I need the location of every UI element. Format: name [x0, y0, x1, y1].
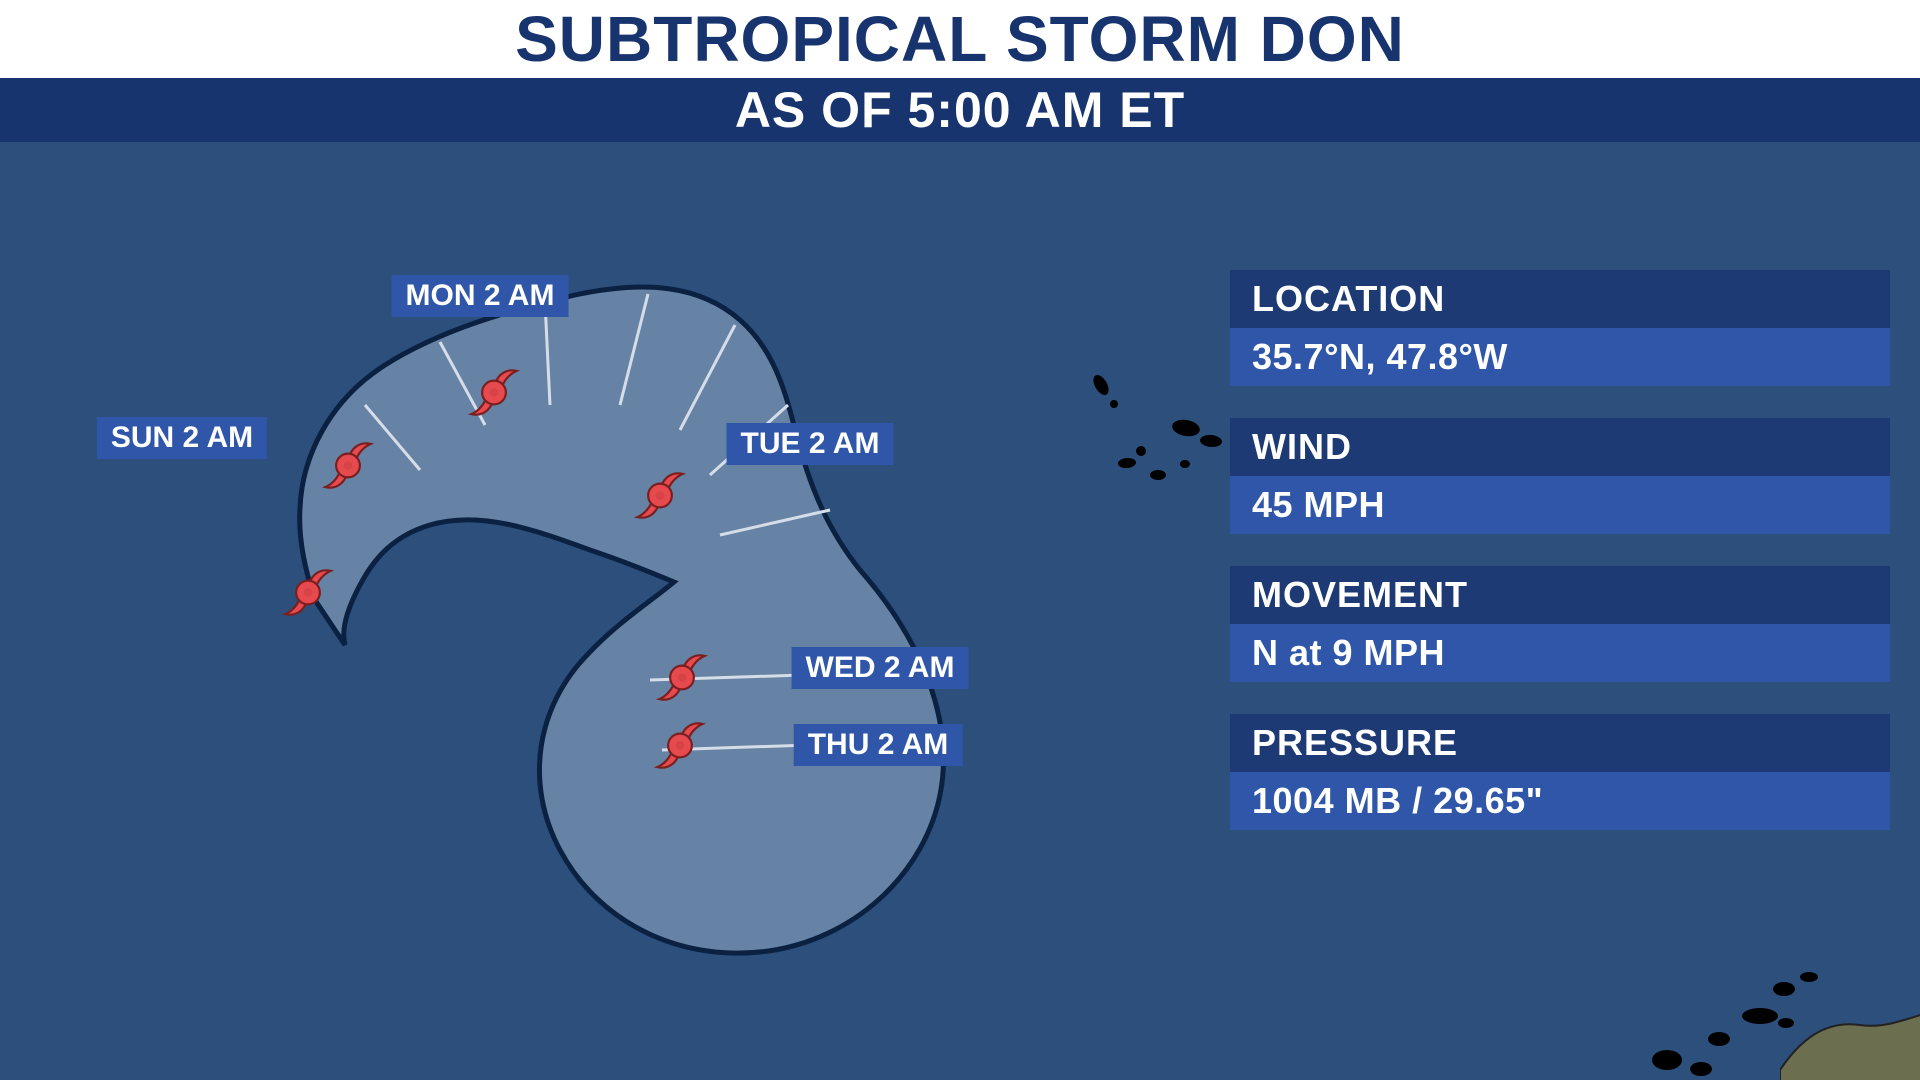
title-sub-wrap: AS OF 5:00 AM ET: [0, 78, 1920, 142]
info-value: 1004 MB / 29.65": [1230, 772, 1890, 830]
info-block: PRESSURE1004 MB / 29.65": [1230, 714, 1890, 830]
island-dot: [1180, 460, 1190, 468]
storm-position-icon: [653, 719, 707, 778]
info-value: N at 9 MPH: [1230, 624, 1890, 682]
cone-path: [300, 287, 944, 953]
island-dot: [1110, 400, 1118, 408]
info-label: PRESSURE: [1230, 714, 1890, 772]
island-dot: [1778, 1018, 1794, 1028]
info-label: MOVEMENT: [1230, 566, 1890, 624]
title-top-wrap: SUBTROPICAL STORM DON: [0, 0, 1920, 78]
forecast-time-label: THU 2 AM: [794, 724, 963, 766]
storm-position-icon: [655, 651, 709, 710]
storm-position-icon: [321, 439, 375, 498]
info-value: 35.7°N, 47.8°W: [1230, 328, 1890, 386]
info-label: LOCATION: [1230, 270, 1890, 328]
info-label: WIND: [1230, 418, 1890, 476]
forecast-time-label: TUE 2 AM: [727, 423, 894, 465]
storm-position-icon: [633, 469, 687, 528]
info-block: WIND45 MPH: [1230, 418, 1890, 534]
title-main: SUBTROPICAL STORM DON: [515, 2, 1405, 76]
island-dot: [1708, 1032, 1730, 1046]
storm-position-icon: [281, 566, 335, 625]
island-dot: [1652, 1050, 1682, 1070]
island-dot: [1800, 972, 1818, 982]
forecast-time-label: MON 2 AM: [392, 275, 569, 317]
island-dot: [1773, 982, 1795, 996]
forecast-time-label: SUN 2 AM: [97, 417, 267, 459]
storm-info-panel: LOCATION35.7°N, 47.8°W WIND45 MPH MOVEMENT…: [1230, 270, 1890, 830]
island-dot: [1136, 446, 1146, 456]
forecast-time-label: WED 2 AM: [792, 647, 969, 689]
title-sub: AS OF 5:00 AM ET: [735, 81, 1185, 139]
storm-position-icon: [467, 366, 521, 425]
island-dot: [1742, 1008, 1778, 1024]
island-dot: [1690, 1062, 1712, 1076]
island-dot: [1150, 470, 1166, 480]
info-block: MOVEMENTN at 9 MPH: [1230, 566, 1890, 682]
info-value: 45 MPH: [1230, 476, 1890, 534]
info-block: LOCATION35.7°N, 47.8°W: [1230, 270, 1890, 386]
landmass-africa-coast: [1780, 1000, 1920, 1080]
title-bar: SUBTROPICAL STORM DON AS OF 5:00 AM ET: [0, 0, 1920, 142]
